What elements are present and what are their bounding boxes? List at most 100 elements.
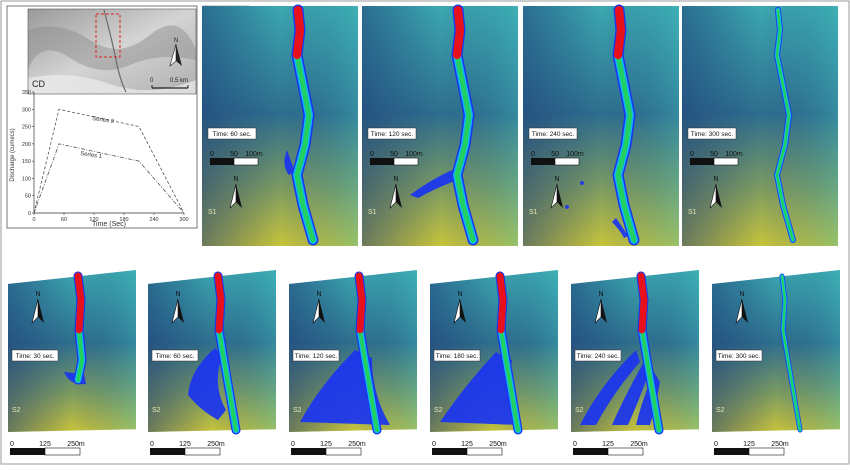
scale-bar: 0 125 250m <box>10 441 85 456</box>
scale-bar-white <box>713 157 739 166</box>
terrain-shading <box>362 6 518 246</box>
scenario-label: S1 <box>368 209 377 216</box>
inset-north-letter: N <box>174 38 178 44</box>
scale-label: 250m <box>489 441 507 448</box>
north-arrow-right-icon <box>236 184 242 208</box>
scale-label: 0 <box>370 151 374 158</box>
scenario-label: S2 <box>716 407 725 414</box>
scale-label: 50 <box>230 151 238 158</box>
time-label: Time: 30 sec. <box>16 353 55 360</box>
y-tick-label: 0 <box>28 211 31 217</box>
x-tick-label: 60 <box>61 217 67 223</box>
scale-bar-white <box>393 157 419 166</box>
scale-bar-black <box>150 448 185 455</box>
north-letter: N <box>598 291 603 298</box>
s2-panel: Time: 180 sec. S2 N 0 125 250m <box>430 270 558 456</box>
scale-label: 0 <box>150 441 154 448</box>
x-tick-label: 0 <box>32 217 35 223</box>
north-arrow-right-icon <box>319 299 325 323</box>
location-map-ridge <box>28 25 196 71</box>
scale-bar: 0 50 100m <box>370 151 423 166</box>
scale-bar-black <box>210 158 234 165</box>
north-arrow: N <box>389 176 402 209</box>
inset-north-arrow: N <box>169 38 182 67</box>
scale-label: 0 <box>291 441 295 448</box>
scale-bar-white <box>554 157 580 166</box>
north-arrow-right-icon <box>460 299 466 323</box>
s2-panel-row: Time: 30 sec. S2 N 0 125 250m Time: 60 sec. S2 N… <box>8 270 840 456</box>
scale-label: 125 <box>39 441 51 448</box>
north-letter: N <box>316 291 321 298</box>
time-label: Time: 180 sec. <box>436 353 479 360</box>
north-arrow: N <box>453 291 466 324</box>
north-arrow: N <box>229 176 242 209</box>
time-label: Time: 300 sec. <box>691 131 734 138</box>
scale-label: 100m <box>566 151 584 158</box>
river-flow-core <box>775 8 795 242</box>
s1-panel: Time: 60 sec. S1 N 0 50 100m <box>202 4 358 246</box>
inset-scale-end: 0.5 km <box>170 78 188 84</box>
scale-bar: 0 125 250m <box>714 441 789 456</box>
terrain-shading <box>523 6 679 246</box>
flood-extent <box>284 150 295 175</box>
flood-extent <box>580 181 585 185</box>
time-label: Time: 60 sec. <box>213 131 252 138</box>
time-box <box>715 349 763 362</box>
x-tick-label: 180 <box>119 217 128 223</box>
scale-bar: 0 125 250m <box>432 441 507 456</box>
scale-bar-white <box>607 447 644 456</box>
location-map-plain <box>28 75 196 94</box>
scale-label: 100m <box>405 151 423 158</box>
time-box <box>292 349 340 362</box>
s2-panel: Time: 60 sec. S2 N 0 125 250m <box>148 270 276 456</box>
river-flow-core <box>780 274 802 432</box>
flood-extent <box>188 348 226 420</box>
north-arrow-right-icon <box>716 184 722 208</box>
scale-bar-black <box>370 158 394 165</box>
north-arrow: N <box>709 176 722 209</box>
north-letter: N <box>554 176 559 183</box>
scenario-label: S1 <box>208 209 217 216</box>
scale-bar-black <box>291 448 326 455</box>
scale-label: 0 <box>210 151 214 158</box>
time-label: Time: 120 sec. <box>295 353 338 360</box>
s1-panel-row: Time: 60 sec. S1 N 0 50 100m Time: 120 sec. S1 N… <box>202 4 838 246</box>
river-flow-deep <box>637 272 648 334</box>
time-label: Time: 120 sec. <box>371 131 414 138</box>
hydrograph-x-ticks: 0 60 120 180 240 300 <box>32 213 189 223</box>
terrain-shading <box>202 6 358 246</box>
north-arrow: N <box>31 291 44 324</box>
scale-bar: 0 50 100m <box>531 151 584 166</box>
inset-panel: CD N 0 0.5 km 0 50 100 150 200 250 300 350 0 60 1… <box>6 5 198 229</box>
time-box <box>687 127 737 140</box>
time-label: Time: 300 sec. <box>718 353 761 360</box>
scale-label: 250m <box>771 441 789 448</box>
north-arrow-right-icon <box>742 299 748 323</box>
scale-label: 50 <box>551 151 559 158</box>
scale-bar: 0 50 100m <box>690 151 743 166</box>
north-letter: N <box>175 291 180 298</box>
scale-label: 250m <box>207 441 225 448</box>
north-arrow-right-icon <box>601 299 607 323</box>
time-label: Time: 240 sec. <box>532 131 575 138</box>
north-letter: N <box>739 291 744 298</box>
river-flow-deep <box>496 272 507 334</box>
scale-bar-black <box>432 448 467 455</box>
scale-label: 0 <box>690 151 694 158</box>
y-tick-label: 50 <box>25 194 31 200</box>
scale-bar: 0 125 250m <box>573 441 648 456</box>
scenario-label: S2 <box>434 407 443 414</box>
time-label: Time: 240 sec. <box>577 353 620 360</box>
scale-label: 125 <box>320 441 332 448</box>
terrain-shading <box>682 6 838 246</box>
scale-label: 100m <box>245 151 263 158</box>
scale-label: 250m <box>67 441 85 448</box>
flood-extent <box>565 205 570 209</box>
y-tick-label: 200 <box>22 142 31 148</box>
north-arrow-right-icon <box>178 299 184 323</box>
study-area-box <box>95 13 121 58</box>
river-flow-deep <box>355 272 366 334</box>
scale-bar: 0 125 250m <box>291 441 366 456</box>
scale-bar-black <box>690 158 714 165</box>
